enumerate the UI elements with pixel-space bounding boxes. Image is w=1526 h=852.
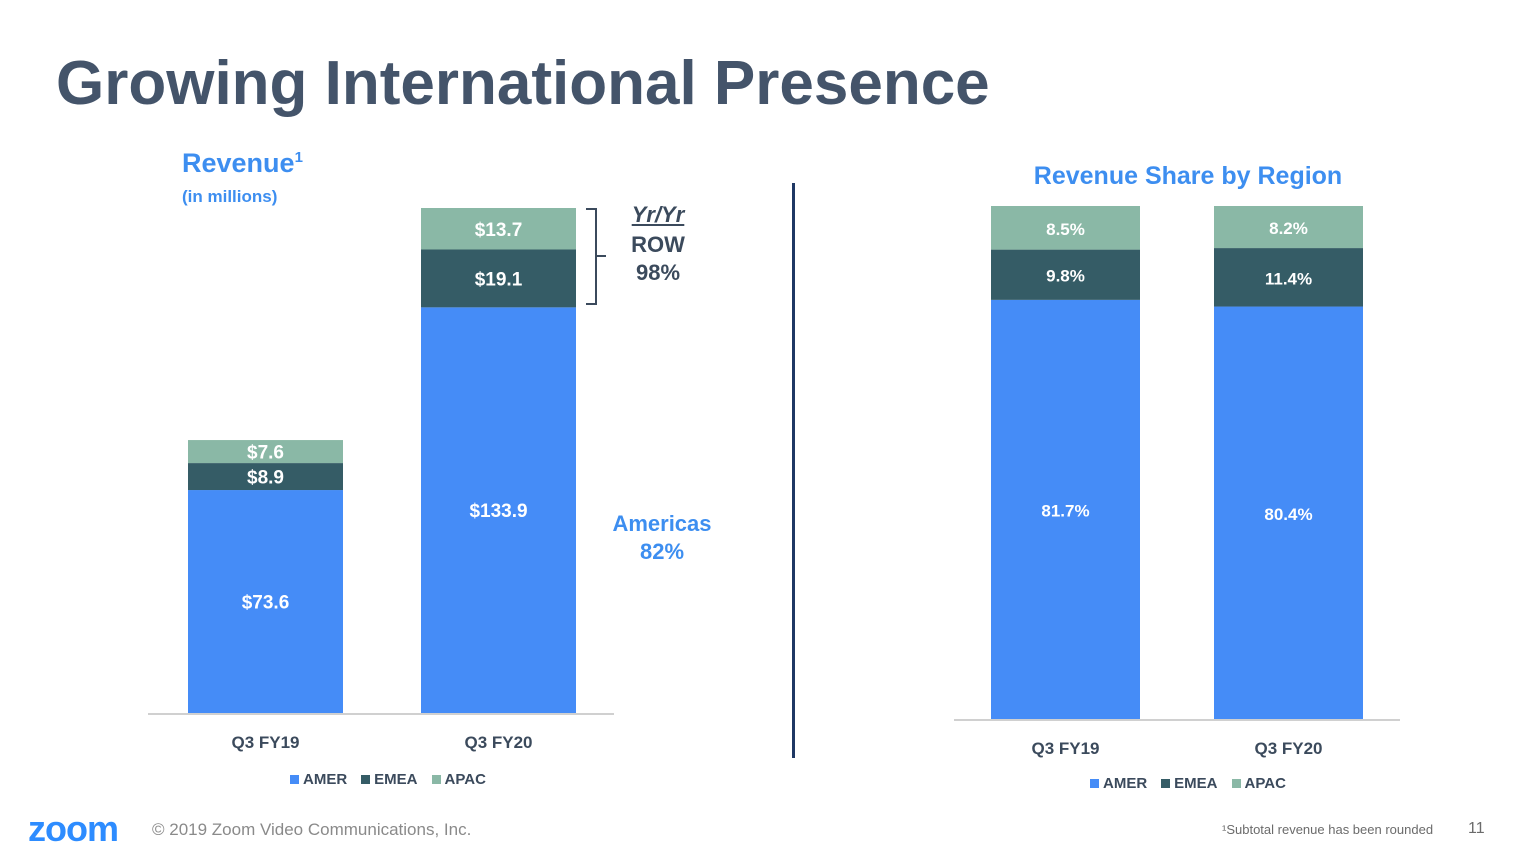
data-label: $19.1: [475, 269, 523, 290]
x-tick-label: Q3 FY19: [231, 733, 299, 752]
data-label: $7.6: [247, 443, 284, 464]
revenue-chart-title: Revenue1: [182, 148, 303, 178]
yr-yr-label: Yr/Yr: [631, 202, 685, 227]
page-number: 11: [1468, 820, 1485, 837]
legend-item-emea: EMEA: [1161, 775, 1218, 792]
bar-segment-emea: [991, 249, 1140, 300]
revenue-chart-subtitle: (in millions): [182, 187, 278, 206]
slide-title: Growing International Presence: [56, 49, 990, 118]
data-label: $13.7: [475, 220, 523, 241]
legend-label: AMER: [303, 771, 348, 788]
data-label: 11.4%: [1265, 269, 1312, 288]
row-growth-pct: 98%: [635, 260, 681, 285]
revenue-legend: AMER EMEA APAC: [290, 771, 486, 788]
legend-label: APAC: [444, 771, 486, 788]
data-label: 80.4%: [1264, 505, 1312, 524]
legend-label: EMEA: [374, 771, 418, 788]
x-tick-label: Q3 FY19: [1031, 739, 1099, 758]
legend-swatch: [290, 775, 299, 784]
data-label: $133.9: [469, 501, 527, 522]
data-label: 8.2%: [1269, 219, 1308, 238]
share-chart-title: Revenue Share by Region: [1033, 162, 1343, 190]
legend-label: APAC: [1244, 775, 1286, 792]
bar-segment-apac: [188, 440, 343, 464]
copyright-text: © 2019 Zoom Video Communications, Inc.: [152, 820, 472, 839]
legend-swatch: [1161, 779, 1171, 788]
legend-swatch: [431, 775, 441, 784]
legend-item-apac: APAC: [1231, 775, 1286, 792]
legend-swatch: [1231, 779, 1241, 788]
bar-segment-amer: [188, 490, 343, 713]
data-label: 9.8%: [1046, 267, 1085, 286]
bar-segment-emea: [421, 249, 576, 308]
legend-item-amer: AMER: [1090, 775, 1147, 792]
vertical-divider: [792, 183, 795, 758]
bar-segment-apac: [421, 208, 576, 250]
bar-segment-amer: [421, 307, 576, 713]
legend-swatch: [361, 775, 371, 784]
x-tick-label: Q3 FY20: [1254, 739, 1322, 758]
legend-item-apac: APAC: [431, 771, 486, 788]
legend-item-amer: AMER: [290, 771, 347, 788]
bar-segment-amer: [1214, 306, 1363, 719]
bar-segment-apac: [1214, 206, 1363, 249]
footnote: ¹Subtotal revenue has been rounded: [1222, 822, 1434, 837]
row-label: ROW: [631, 232, 685, 257]
americas-label: Americas: [612, 511, 712, 536]
data-label: 8.5%: [1046, 220, 1085, 239]
data-label: $8.9: [247, 468, 284, 489]
legend-item-emea: EMEA: [361, 771, 418, 788]
row-bracket: [586, 208, 606, 305]
data-label: $73.6: [242, 593, 290, 614]
share-legend: AMER EMEA APAC: [1090, 775, 1286, 792]
zoom-logo: zoom: [28, 808, 119, 849]
legend-swatch: [1090, 779, 1099, 788]
data-label: 81.7%: [1041, 501, 1089, 520]
americas-growth-pct: 82%: [639, 539, 685, 564]
bar-segment-emea: [1214, 248, 1363, 307]
bar-segment-apac: [991, 206, 1140, 250]
legend-label: AMER: [1103, 775, 1148, 792]
bar-segment-amer: [991, 299, 1140, 719]
x-tick-label: Q3 FY20: [464, 733, 532, 752]
bar-segment-emea: [188, 463, 343, 491]
legend-label: EMEA: [1174, 775, 1218, 792]
